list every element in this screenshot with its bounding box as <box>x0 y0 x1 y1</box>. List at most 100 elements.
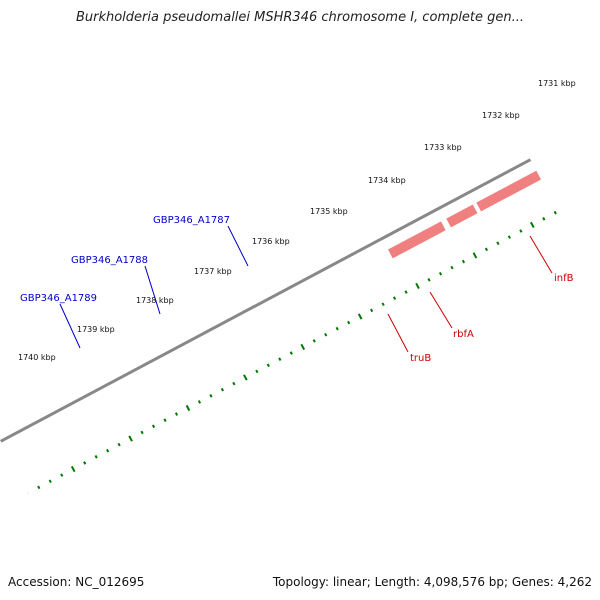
scale-tick <box>221 251 226 256</box>
scale-tick <box>324 332 328 337</box>
gene-arrow-red-rbfA[interactable] <box>428 172 457 194</box>
scale-tick <box>61 336 65 341</box>
gene-label-a1788[interactable]: GBP346_A1788 <box>71 255 148 266</box>
scale-tick <box>588 55 593 61</box>
gene-arrow-blue-5[interactable] <box>228 242 326 300</box>
scale-tick <box>312 339 316 343</box>
scale-tick <box>174 412 179 416</box>
scale-tick <box>576 198 580 203</box>
scale-tick <box>186 268 192 275</box>
scale-tick <box>451 129 454 133</box>
scale-tick <box>129 298 134 306</box>
kbp-tick-label: 1731 kbp <box>538 79 576 88</box>
scale-tick <box>107 312 111 317</box>
kbp-tick-label: 1734 kbp <box>368 176 406 185</box>
scale-tick <box>553 210 557 215</box>
scale-tick <box>220 387 225 392</box>
gene-label-truB[interactable]: truB <box>410 353 431 364</box>
scale-tick <box>48 479 52 484</box>
leader-a1789 <box>59 303 81 349</box>
scale-tick <box>233 245 237 249</box>
kbp-tick-label: 1740 kbp <box>18 353 56 362</box>
cds-pink-infB[interactable] <box>476 109 600 212</box>
scale-tick <box>381 302 385 307</box>
gene-label-infB[interactable]: infB <box>554 273 574 284</box>
scale-tick <box>335 326 339 331</box>
scale-tick <box>2 503 6 508</box>
scale-tick <box>118 306 122 310</box>
gene-arrow-blue-1[interactable] <box>0 413 4 438</box>
scale-tick <box>530 221 535 229</box>
scale-tick <box>164 281 168 286</box>
scale-tick <box>406 154 409 158</box>
scale-tick <box>13 496 19 503</box>
scale-tick <box>153 288 157 292</box>
kbp-tick-label: 1737 kbp <box>194 267 232 276</box>
scale-tick <box>243 374 248 381</box>
scale-tick <box>427 278 431 282</box>
scale-tick <box>358 176 364 184</box>
scale-tick <box>94 455 98 459</box>
scale-tick <box>370 308 374 313</box>
scale-tick <box>232 381 236 386</box>
scale-tick <box>278 357 282 361</box>
scale-tick <box>565 204 569 209</box>
scale-tick <box>474 116 479 122</box>
scale-tick <box>60 473 64 477</box>
scale-tick <box>416 146 421 152</box>
scale-tick <box>185 404 191 412</box>
kbp-scale-lower <box>2 186 600 508</box>
gene-arrow-red-rev[interactable] <box>0 465 18 502</box>
scale-tick <box>496 241 500 246</box>
gene-label-a1789[interactable]: GBP346_A1789 <box>20 293 97 304</box>
scale-tick <box>290 214 294 219</box>
gene-arrow-blue-3[interactable] <box>55 341 140 392</box>
scale-tick <box>404 290 408 294</box>
scale-tick <box>393 296 397 300</box>
scale-tick <box>279 220 283 225</box>
scale-tick <box>140 430 144 435</box>
scale-tick <box>3 367 7 371</box>
accession-text: Accession: NC_012695 <box>8 575 145 589</box>
gene-arrow-green-rev[interactable] <box>0 485 13 516</box>
kbp-tick-label: 1736 kbp <box>252 237 290 246</box>
scale-tick <box>117 442 121 447</box>
gene-label-a1787[interactable]: GBP346_A1787 <box>153 215 230 226</box>
scale-tick <box>83 461 87 465</box>
scale-tick <box>151 424 156 429</box>
scale-tick <box>531 85 536 91</box>
cds-pink-truB[interactable] <box>388 221 446 259</box>
scale-tick <box>348 184 352 188</box>
gene-label-rbfA[interactable]: rbfA <box>453 329 474 340</box>
scale-tick <box>209 394 213 398</box>
scale-tick <box>461 259 466 264</box>
scale-tick <box>336 190 340 194</box>
scale-tick <box>244 237 249 245</box>
cds-orange[interactable] <box>0 380 37 406</box>
leader-a1788 <box>144 265 161 315</box>
scale-tick <box>163 418 167 423</box>
scale-tick <box>542 217 546 221</box>
scale-tick <box>70 465 76 473</box>
scale-tick <box>472 252 478 259</box>
scale-tick <box>255 369 259 374</box>
scale-tick <box>463 123 466 127</box>
scale-tick <box>106 448 110 453</box>
gene-arrow-blue-2[interactable] <box>20 387 54 411</box>
scale-tick <box>566 68 569 72</box>
scale-tick <box>450 265 454 270</box>
leader-a1787 <box>227 225 249 267</box>
scale-tick <box>415 282 420 290</box>
scale-tick <box>301 207 307 214</box>
gene-arrow-red-infB[interactable] <box>458 79 600 178</box>
leader-rbfA <box>429 291 453 329</box>
cds-pink-rbfA[interactable] <box>446 204 478 228</box>
scale-tick <box>519 229 523 233</box>
scale-tick <box>484 247 489 252</box>
scale-tick <box>25 491 29 496</box>
scale-tick <box>382 165 386 170</box>
scale-tick <box>175 275 180 280</box>
leader-infB <box>529 235 553 274</box>
scale-tick <box>300 343 306 351</box>
